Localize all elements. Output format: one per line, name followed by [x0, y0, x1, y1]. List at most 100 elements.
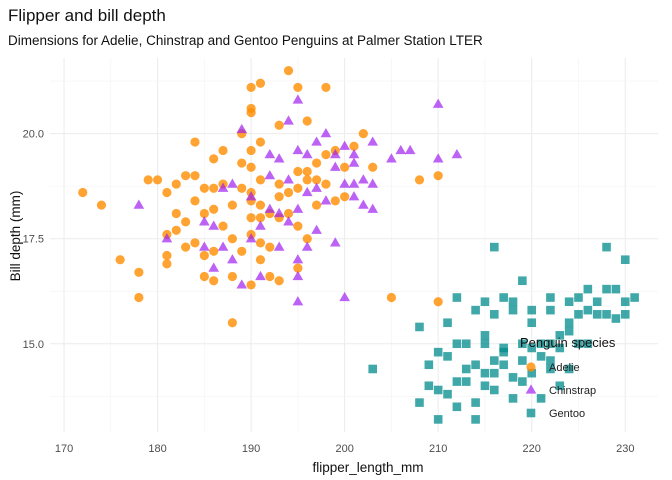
point-chinstrap [329, 161, 341, 171]
point-chinstrap [161, 233, 173, 243]
point-chinstrap [348, 149, 360, 159]
point-chinstrap [283, 115, 294, 125]
point-chinstrap [386, 153, 397, 163]
point-gentoo [536, 394, 546, 403]
point-gentoo [546, 293, 555, 302]
point-chinstrap [339, 178, 350, 188]
point-gentoo [433, 347, 443, 357]
point-chinstrap [292, 270, 304, 281]
legend-item-gentoo: Gentoo [526, 408, 585, 420]
point-chinstrap [311, 182, 322, 192]
point-gentoo [461, 364, 471, 374]
point-adelie [283, 66, 294, 76]
point-gentoo [527, 368, 537, 378]
point-gentoo [527, 343, 537, 353]
legend-label-gentoo: Gentoo [549, 408, 585, 420]
point-chinstrap [432, 98, 444, 108]
point-gentoo [508, 297, 518, 307]
legend-title: Penguin species [520, 335, 616, 350]
point-chinstrap [292, 296, 304, 306]
point-gentoo [471, 398, 480, 407]
point-chinstrap [283, 216, 294, 226]
point-gentoo [443, 352, 452, 361]
point-gentoo [433, 415, 443, 424]
point-adelie [237, 183, 247, 193]
point-gentoo [480, 297, 490, 307]
point-gentoo [480, 339, 490, 349]
x-axis-ticks: 170 180 190 200 210 220 230 [55, 443, 635, 455]
legend-label-chinstrap: Chinstrap [549, 385, 596, 397]
point-chinstrap [292, 144, 304, 155]
point-gentoo [527, 305, 537, 315]
point-gentoo [602, 284, 611, 294]
point-adelie [358, 129, 368, 139]
point-adelie [349, 141, 359, 151]
point-chinstrap [217, 241, 229, 251]
point-gentoo [583, 284, 593, 294]
legend-item-adelie: Adelie [526, 362, 580, 374]
point-adelie [246, 280, 256, 290]
point-adelie [199, 250, 209, 261]
point-adelie [190, 238, 200, 248]
point-gentoo [490, 310, 499, 319]
point-chinstrap [255, 220, 266, 230]
chart-subtitle: Dimensions for Adelie, Chinstrap and Gen… [8, 33, 483, 48]
point-gentoo [508, 373, 518, 382]
point-adelie [162, 259, 172, 269]
point-chinstrap [236, 123, 248, 134]
point-chinstrap [404, 144, 416, 155]
point-adelie [302, 175, 312, 185]
point-adelie [311, 200, 322, 210]
point-gentoo [602, 242, 611, 252]
point-chinstrap [273, 241, 285, 251]
point-chinstrap [283, 174, 294, 184]
point-adelie [181, 171, 191, 181]
point-chinstrap [292, 94, 304, 104]
point-adelie [311, 158, 322, 168]
point-adelie [218, 221, 228, 231]
point-chinstrap [217, 182, 229, 192]
point-chinstrap [292, 254, 304, 264]
x-tick-label: 180 [148, 443, 166, 455]
point-chinstrap [320, 128, 332, 138]
point-adelie [209, 246, 219, 256]
point-adelie [227, 271, 237, 282]
point-chinstrap [395, 144, 407, 155]
point-chinstrap [432, 153, 444, 163]
point-chinstrap [339, 140, 350, 150]
x-tick-label: 230 [616, 443, 634, 455]
point-gentoo [415, 398, 424, 407]
y-tick-label: 17.5 [23, 234, 44, 246]
point-gentoo [452, 293, 462, 302]
point-adelie [293, 263, 303, 273]
point-adelie [330, 196, 340, 206]
point-adelie [340, 162, 350, 172]
point-adelie [199, 271, 209, 282]
y-tick-label: 20.0 [23, 129, 44, 141]
point-adelie [311, 175, 322, 185]
point-gentoo [471, 360, 480, 370]
point-adelie [78, 187, 88, 198]
point-gentoo [583, 305, 593, 315]
point-adelie [293, 166, 303, 177]
point-gentoo [461, 339, 471, 349]
point-chinstrap [329, 149, 341, 159]
point-adelie [181, 242, 191, 252]
point-adelie [171, 225, 181, 235]
point-gentoo [490, 385, 499, 395]
point-adelie [265, 242, 275, 252]
point-adelie [227, 234, 237, 244]
point-adelie [433, 297, 443, 307]
point-adelie [209, 276, 219, 286]
point-gentoo [443, 318, 452, 328]
point-gentoo [564, 326, 574, 336]
point-adelie [283, 208, 294, 219]
point-adelie [255, 213, 266, 223]
point-gentoo [424, 360, 434, 370]
point-gentoo [518, 377, 527, 386]
point-adelie [199, 183, 209, 193]
point-chinstrap [339, 291, 350, 302]
point-gentoo [564, 318, 574, 328]
y-axis-label: Bill depth (mm) [8, 191, 23, 282]
point-adelie [368, 162, 378, 172]
